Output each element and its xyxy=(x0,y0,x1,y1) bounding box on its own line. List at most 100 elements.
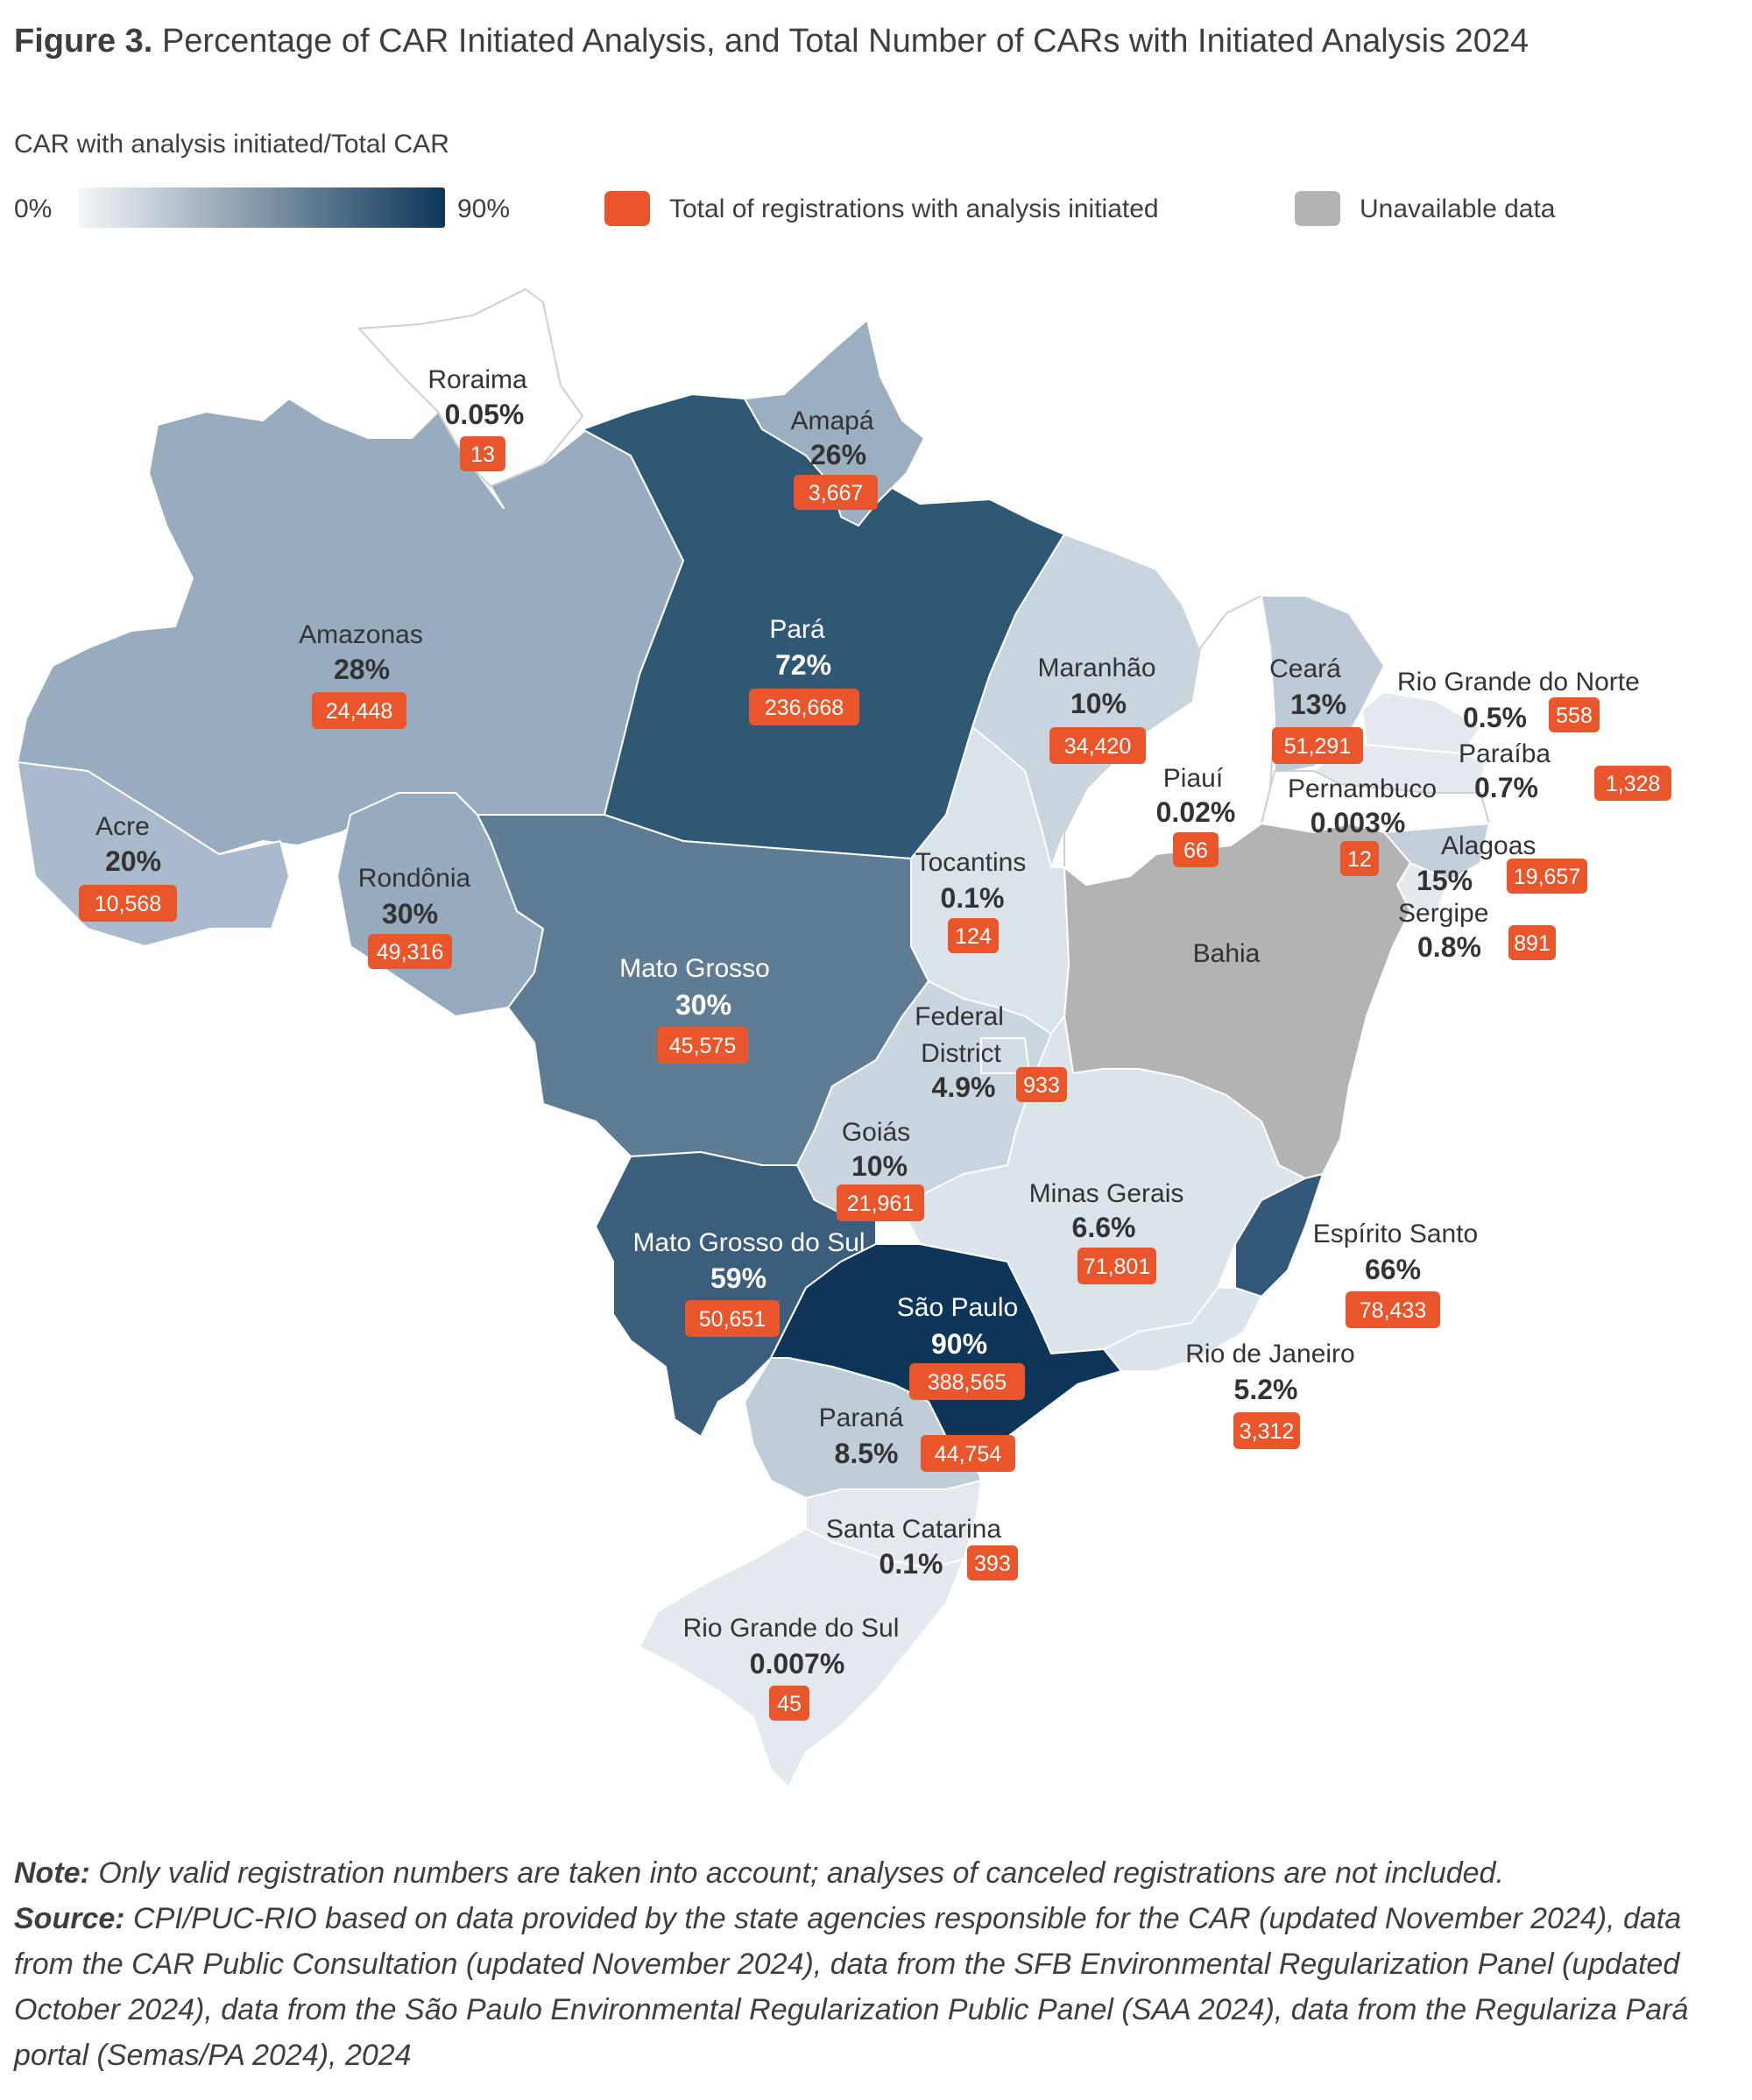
state-shape-espirito-santo[interactable] xyxy=(1234,1173,1324,1297)
state-shape-roraima[interactable] xyxy=(358,288,583,487)
badge-federal-district-total: 933 xyxy=(1023,1073,1060,1098)
label-pernambuco-percent: 0.003% xyxy=(1310,807,1406,838)
legend-unavailable-swatch xyxy=(1295,191,1340,226)
badge-santa-catarina xyxy=(967,1545,1018,1580)
brazil-map: Roraima 0.05% 13 Amapá 26% 3,667 Amazona… xyxy=(17,288,1671,1788)
label-acre-percent: 20% xyxy=(105,845,161,877)
figure-title-text: Percentage of CAR Initiated Analysis, an… xyxy=(161,23,1529,60)
label-mato-grosso-name: Mato Grosso xyxy=(619,954,770,983)
label-mato-grosso-do-sul-percent: 59% xyxy=(710,1262,766,1294)
label-amapa-percent: 26% xyxy=(810,439,866,470)
badge-amazonas-total: 24,448 xyxy=(326,699,392,724)
note-label: Note: xyxy=(14,1856,90,1890)
badge-espirito-santo xyxy=(1346,1291,1440,1328)
badge-mato-grosso xyxy=(657,1027,748,1064)
label-maranhao-percent: 10% xyxy=(1070,688,1127,719)
label-sergipe-percent: 0.8% xyxy=(1417,931,1481,963)
label-tocantins-percent: 0.1% xyxy=(941,882,1005,914)
label-sergipe-name: Sergipe xyxy=(1398,899,1488,928)
label-rio-de-janeiro-name: Rio de Janeiro xyxy=(1185,1340,1354,1368)
label-para-name: Pará xyxy=(769,615,825,644)
legend-min-label: 0% xyxy=(14,194,53,223)
badge-para-total: 236,668 xyxy=(765,696,844,720)
badge-parana xyxy=(921,1435,1015,1472)
label-rondonia-name: Rondônia xyxy=(358,864,471,893)
badge-roraima-total: 13 xyxy=(470,442,495,467)
label-goias-percent: 10% xyxy=(851,1150,908,1182)
label-pernambuco-name: Pernambuco xyxy=(1288,774,1437,803)
badge-sao-paulo xyxy=(909,1363,1025,1400)
label-minas-gerais-name: Minas Gerais xyxy=(1029,1179,1184,1208)
label-santa-catarina-percent: 0.1% xyxy=(880,1548,943,1580)
label-rio-de-janeiro-percent: 5.2% xyxy=(1234,1374,1298,1405)
label-ceara-name: Ceará xyxy=(1269,654,1341,683)
badge-piaui xyxy=(1173,832,1219,867)
legend-max-label: 90% xyxy=(457,194,511,223)
badge-ceara-total: 51,291 xyxy=(1284,734,1351,759)
badge-sergipe xyxy=(1508,925,1556,960)
badge-para xyxy=(749,689,859,725)
legend-gradient-bar xyxy=(79,187,445,228)
badge-tocantins-total: 124 xyxy=(955,924,992,949)
label-amazonas-name: Amazonas xyxy=(299,620,423,649)
badge-maranhao xyxy=(1049,727,1146,764)
label-bahia-name: Bahia xyxy=(1193,939,1261,968)
badge-acre-total: 10,568 xyxy=(95,892,161,916)
note-text: Only valid registration numbers are take… xyxy=(98,1856,1504,1890)
label-espirito-santo-name: Espírito Santo xyxy=(1313,1220,1478,1248)
label-parana-percent: 8.5% xyxy=(835,1438,899,1469)
label-santa-catarina-name: Santa Catarina xyxy=(826,1515,1001,1544)
badge-goias xyxy=(837,1184,924,1221)
badge-minas-gerais xyxy=(1077,1248,1156,1284)
source-label: Source: xyxy=(14,1902,125,1935)
badge-tocantins xyxy=(948,918,999,953)
state-shape-rio-grande-do-sul[interactable] xyxy=(639,1528,964,1788)
legend-badge-swatch xyxy=(604,191,650,226)
badge-amapa xyxy=(794,475,878,510)
badge-rondonia xyxy=(368,934,452,969)
state-shape-rio-de-janeiro[interactable] xyxy=(1103,1287,1262,1372)
label-mato-grosso-percent: 30% xyxy=(675,989,731,1021)
badge-amapa-total: 3,667 xyxy=(809,481,864,506)
label-federal-district-name-2: District xyxy=(921,1039,1001,1068)
badge-roraima xyxy=(460,436,505,471)
label-sao-paulo-name: São Paulo xyxy=(897,1293,1018,1322)
label-tocantins-name: Tocantins xyxy=(915,848,1027,877)
label-mato-grosso-do-sul-name: Mato Grosso do Sul xyxy=(632,1228,865,1257)
badge-rio-grande-do-norte xyxy=(1549,697,1600,732)
figure-title: Figure 3. Percentage of CAR Initiated An… xyxy=(14,23,1529,60)
badge-mato-grosso-do-sul xyxy=(685,1300,780,1337)
legend-unavailable-label: Unavailable data xyxy=(1360,194,1556,223)
badge-alagoas xyxy=(1507,859,1587,894)
label-paraiba-percent: 0.7% xyxy=(1474,772,1538,803)
badge-piaui-total: 66 xyxy=(1183,838,1208,863)
badge-paraiba xyxy=(1594,766,1671,801)
badge-pernambuco xyxy=(1340,841,1379,876)
label-ceara-percent: 13% xyxy=(1290,689,1346,720)
badge-rio-de-janeiro-total: 3,312 xyxy=(1240,1419,1295,1444)
badge-espirito-santo-total: 78,433 xyxy=(1360,1298,1426,1323)
badge-mato-grosso-do-sul-total: 50,651 xyxy=(699,1307,766,1332)
label-espirito-santo-percent: 66% xyxy=(1365,1254,1421,1285)
label-acre-name: Acre xyxy=(95,812,150,841)
label-sao-paulo-percent: 90% xyxy=(931,1328,987,1360)
badge-paraiba-total: 1,328 xyxy=(1606,772,1661,796)
source-text: CPI/PUC-RIO based on data provided by th… xyxy=(14,1902,1689,2072)
label-paraiba-name: Paraíba xyxy=(1459,739,1551,768)
label-rio-grande-do-sul-percent: 0.007% xyxy=(750,1648,845,1679)
state-shape-amapa[interactable] xyxy=(744,319,925,527)
badge-sao-paulo-total: 388,565 xyxy=(928,1370,1007,1395)
label-rondonia-percent: 30% xyxy=(382,898,438,930)
label-federal-district-name-1: Federal xyxy=(915,1002,1004,1031)
legend-badge-label: Total of registrations with analysis ini… xyxy=(669,194,1159,223)
label-maranhao-name: Maranhão xyxy=(1037,654,1155,682)
label-rio-grande-do-norte-percent: 0.5% xyxy=(1463,702,1527,733)
label-federal-district-percent: 4.9% xyxy=(932,1071,996,1103)
label-amazonas-percent: 28% xyxy=(334,654,390,685)
badge-rio-de-janeiro xyxy=(1233,1412,1300,1449)
label-goias-name: Goiás xyxy=(842,1118,910,1147)
label-alagoas-percent: 15% xyxy=(1416,865,1473,896)
legend-title: CAR with analysis initiated/Total CAR xyxy=(14,130,449,159)
badge-minas-gerais-total: 71,801 xyxy=(1084,1255,1150,1279)
badge-maranhao-total: 34,420 xyxy=(1064,734,1131,759)
